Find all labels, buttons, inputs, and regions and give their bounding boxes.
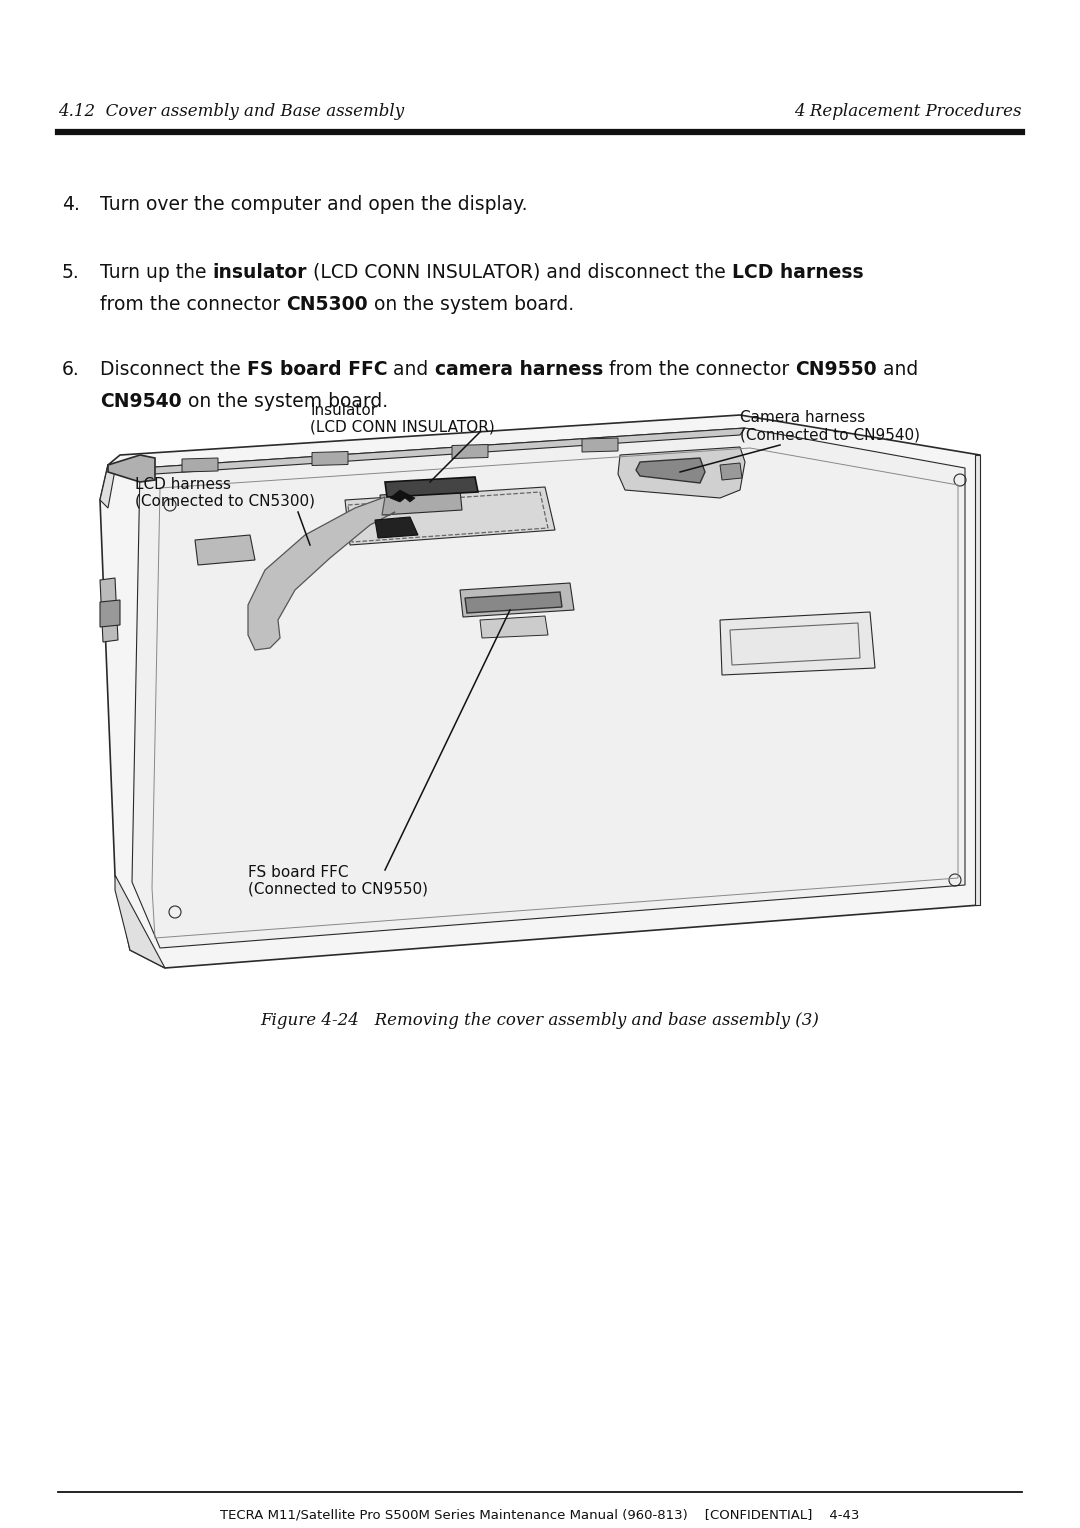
Text: 4.: 4. bbox=[62, 196, 80, 214]
Text: (Connected to CN9550): (Connected to CN9550) bbox=[248, 882, 428, 897]
Polygon shape bbox=[312, 451, 348, 466]
Polygon shape bbox=[636, 458, 705, 483]
Polygon shape bbox=[100, 578, 118, 642]
Text: 4.12  Cover assembly and Base assembly: 4.12 Cover assembly and Base assembly bbox=[58, 102, 404, 121]
Text: (Connected to CN9540): (Connected to CN9540) bbox=[740, 426, 920, 442]
Polygon shape bbox=[465, 591, 562, 613]
Text: Disconnect the: Disconnect the bbox=[100, 361, 246, 379]
Polygon shape bbox=[460, 584, 573, 617]
Text: (Connected to CN5300): (Connected to CN5300) bbox=[135, 494, 315, 509]
Text: on the system board.: on the system board. bbox=[368, 295, 573, 313]
Polygon shape bbox=[380, 490, 462, 515]
Text: (LCD CONN INSULATOR) and disconnect the: (LCD CONN INSULATOR) and disconnect the bbox=[307, 263, 732, 283]
Polygon shape bbox=[140, 428, 745, 475]
Polygon shape bbox=[108, 455, 156, 481]
Polygon shape bbox=[720, 613, 875, 675]
Text: LCD harness: LCD harness bbox=[135, 477, 231, 492]
Text: on the system board.: on the system board. bbox=[181, 393, 388, 411]
Polygon shape bbox=[195, 535, 255, 565]
Text: CN9550: CN9550 bbox=[795, 361, 877, 379]
Text: and: and bbox=[877, 361, 918, 379]
Text: from the connector: from the connector bbox=[603, 361, 795, 379]
Text: 5.: 5. bbox=[62, 263, 80, 283]
Polygon shape bbox=[132, 428, 966, 947]
Polygon shape bbox=[975, 455, 980, 905]
Text: LCD harness: LCD harness bbox=[732, 263, 863, 283]
Polygon shape bbox=[582, 439, 618, 452]
Text: and: and bbox=[388, 361, 434, 379]
Polygon shape bbox=[114, 876, 165, 969]
Text: from the connector: from the connector bbox=[100, 295, 286, 313]
Text: FS board FFC: FS board FFC bbox=[248, 865, 349, 880]
Text: CN9540: CN9540 bbox=[100, 393, 181, 411]
Text: insulator: insulator bbox=[213, 263, 307, 283]
Polygon shape bbox=[183, 458, 218, 472]
Text: FS board FFC: FS board FFC bbox=[246, 361, 388, 379]
Polygon shape bbox=[720, 463, 742, 480]
Text: TECRA M11/Satellite Pro S500M Series Maintenance Manual (960-813)    [CONFIDENTI: TECRA M11/Satellite Pro S500M Series Mai… bbox=[220, 1508, 860, 1520]
Text: Insulator: Insulator bbox=[310, 403, 377, 419]
Text: CN5300: CN5300 bbox=[286, 295, 368, 313]
Polygon shape bbox=[453, 445, 488, 458]
Text: 6.: 6. bbox=[62, 361, 80, 379]
Polygon shape bbox=[100, 416, 980, 969]
Text: (LCD CONN INSULATOR): (LCD CONN INSULATOR) bbox=[310, 420, 495, 435]
Polygon shape bbox=[384, 477, 478, 497]
Polygon shape bbox=[375, 516, 418, 538]
Polygon shape bbox=[618, 448, 745, 498]
Text: Camera harness: Camera harness bbox=[740, 410, 865, 425]
Polygon shape bbox=[345, 487, 555, 545]
Text: camera harness: camera harness bbox=[434, 361, 603, 379]
Polygon shape bbox=[100, 601, 120, 626]
Polygon shape bbox=[480, 616, 548, 639]
Polygon shape bbox=[248, 497, 395, 649]
Text: Turn over the computer and open the display.: Turn over the computer and open the disp… bbox=[100, 196, 527, 214]
Text: Figure 4-24   Removing the cover assembly and base assembly (3): Figure 4-24 Removing the cover assembly … bbox=[260, 1012, 820, 1028]
Text: Turn up the: Turn up the bbox=[100, 263, 213, 283]
Text: 4 Replacement Procedures: 4 Replacement Procedures bbox=[795, 102, 1022, 121]
Polygon shape bbox=[390, 490, 415, 503]
Polygon shape bbox=[100, 465, 114, 507]
